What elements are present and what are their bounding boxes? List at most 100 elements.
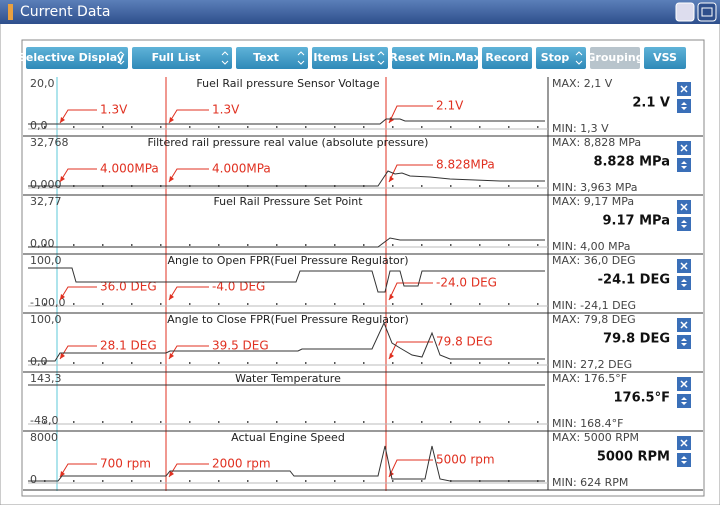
- tick-dot: [537, 126, 539, 128]
- button-label: Full List: [152, 51, 201, 64]
- toolbar-button[interactable]: [536, 47, 586, 69]
- toolbar-button[interactable]: [26, 47, 128, 69]
- annotation: 1.3V: [100, 103, 128, 117]
- bottom-label: 0,0: [30, 119, 48, 132]
- tick-dot: [247, 126, 249, 128]
- tick-dot: [537, 185, 539, 187]
- arrow-head: [169, 176, 174, 182]
- annotation: 28.1 DEG: [100, 339, 157, 353]
- window-button[interactable]: [697, 2, 717, 22]
- tick-dot: [247, 362, 249, 364]
- toolbar-button[interactable]: [312, 47, 388, 69]
- tick-dot: [131, 421, 133, 423]
- order-button[interactable]: [677, 276, 691, 290]
- toolbar-button[interactable]: [132, 47, 232, 69]
- top-label: 100,0: [30, 254, 62, 267]
- row-title: Water Temperature: [235, 372, 341, 385]
- toolbar-button[interactable]: [482, 47, 532, 69]
- trace: [28, 321, 545, 362]
- tick-dot: [392, 421, 394, 423]
- tick-dot: [276, 126, 278, 128]
- trace: [28, 267, 545, 293]
- button-label: Selective Display: [18, 51, 124, 64]
- annotation-arrow: [388, 105, 433, 124]
- title-icon: [8, 4, 13, 20]
- min-label: MIN: 4,00 MPa: [552, 240, 631, 253]
- tick-dot: [537, 303, 539, 305]
- tick-dot: [479, 303, 481, 305]
- order-icon: [681, 220, 687, 228]
- order-button[interactable]: [677, 453, 691, 467]
- close-icon: [680, 380, 688, 388]
- tick-dot: [450, 244, 452, 246]
- tick-dot: [363, 480, 365, 482]
- button-label: Text: [253, 51, 279, 64]
- tick-dot: [508, 421, 510, 423]
- tick-dot: [450, 185, 452, 187]
- tick-dot: [479, 244, 481, 246]
- tick-dot: [247, 303, 249, 305]
- tick-dot: [44, 244, 46, 246]
- tick-dot: [508, 244, 510, 246]
- trace: [28, 445, 545, 482]
- tick-dot: [44, 362, 46, 364]
- tick-dot: [479, 185, 481, 187]
- button-label: VSS: [653, 51, 677, 64]
- row-title: Fuel Rail pressure Sensor Voltage: [196, 77, 379, 90]
- dropdown-icon: [297, 51, 305, 65]
- tick-dot: [508, 362, 510, 364]
- arrow-head: [60, 353, 65, 359]
- order-button[interactable]: [677, 394, 691, 408]
- max-label: MAX: 36,0 DEG: [552, 254, 636, 267]
- tick-dot: [392, 126, 394, 128]
- tick-dot: [421, 362, 423, 364]
- tick-dot: [189, 303, 191, 305]
- tick-dot: [247, 244, 249, 246]
- close-icon: [680, 144, 688, 152]
- current-value: 5000 RPM: [597, 450, 670, 465]
- tick-dot: [44, 126, 46, 128]
- current-value: 2.1 V: [632, 96, 670, 111]
- min-label: MIN: 168.4°F: [552, 417, 623, 430]
- tick-dot: [160, 421, 162, 423]
- toolbar-button[interactable]: [644, 47, 686, 69]
- order-icon: [681, 279, 687, 287]
- retry-button[interactable]: [675, 2, 695, 22]
- tick-dot: [102, 126, 104, 128]
- row-title: Filtered rail pressure real value (absol…: [148, 136, 429, 149]
- arrow-head: [169, 471, 174, 477]
- bottom-label: 0,000: [30, 178, 62, 191]
- order-button[interactable]: [677, 158, 691, 172]
- tick-dot: [131, 126, 133, 128]
- bottom-label: 0: [30, 473, 37, 486]
- arrow-head: [60, 176, 65, 182]
- dropdown-icon: [221, 51, 229, 65]
- top-label: 143,3: [30, 372, 62, 385]
- toolbar-button[interactable]: [590, 47, 640, 69]
- order-button[interactable]: [677, 99, 691, 113]
- tick-dot: [276, 303, 278, 305]
- order-icon: [681, 338, 687, 346]
- toolbar-button[interactable]: [392, 47, 478, 69]
- order-button[interactable]: [677, 335, 691, 349]
- tick-dot: [131, 303, 133, 305]
- tick-dot: [218, 303, 220, 305]
- tick-dot: [131, 244, 133, 246]
- current-value: -24.1 DEG: [598, 273, 670, 288]
- tick-dot: [537, 362, 539, 364]
- tick-dot: [102, 303, 104, 305]
- min-label: MIN: 3,963 MPa: [552, 181, 638, 194]
- max-label: MAX: 79,8 DEG: [552, 313, 636, 326]
- tick-dot: [218, 244, 220, 246]
- toolbar-button[interactable]: [236, 47, 308, 69]
- tick-dot: [160, 244, 162, 246]
- button-label: Items List: [313, 51, 374, 64]
- tick-dot: [218, 126, 220, 128]
- trace: [28, 118, 545, 125]
- tick-dot: [305, 244, 307, 246]
- order-button[interactable]: [677, 217, 691, 231]
- max-label: MAX: 2,1 V: [552, 77, 613, 90]
- tick-dot: [537, 421, 539, 423]
- tick-dot: [392, 480, 394, 482]
- annotation-arrow: [388, 459, 433, 478]
